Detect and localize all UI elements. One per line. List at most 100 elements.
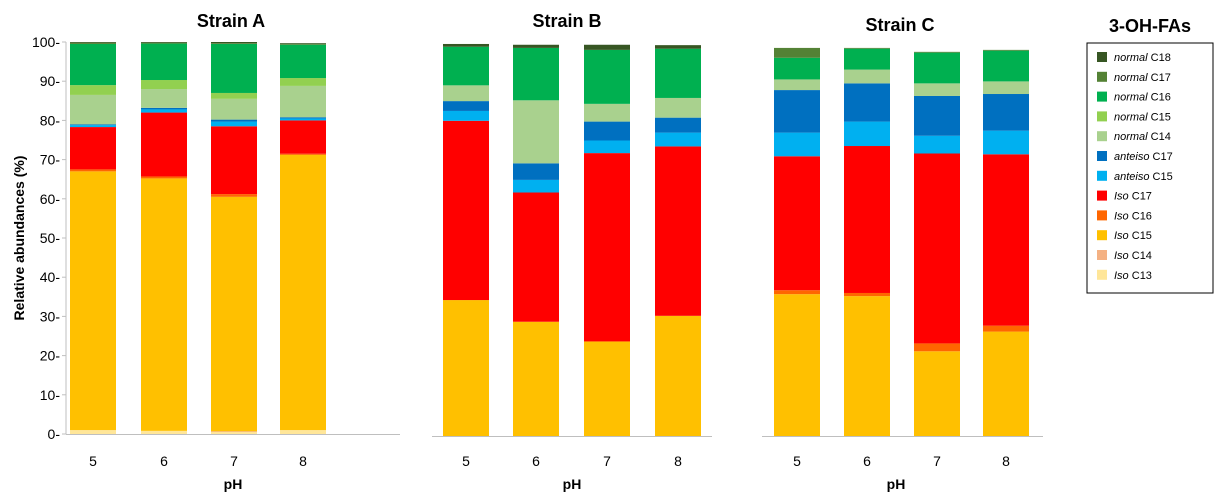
bar-segment bbox=[70, 171, 116, 431]
bar-segment bbox=[655, 132, 701, 147]
bar-segment bbox=[655, 146, 701, 316]
bar-segment bbox=[443, 101, 489, 111]
bar-segment bbox=[211, 126, 257, 195]
x-tick-label: 5 bbox=[793, 453, 801, 469]
legend-entry: Iso C17 bbox=[1114, 191, 1152, 203]
bar-segment bbox=[513, 192, 559, 322]
panel-strain-b: Strain B pH 5 6 7 8 bbox=[432, 11, 712, 492]
bar-segment bbox=[70, 124, 116, 126]
y-axis-label: Relative abundances (%) bbox=[11, 156, 27, 321]
bar-segment bbox=[280, 118, 326, 121]
y-tick-label: 30- bbox=[40, 308, 61, 324]
bar-segment bbox=[983, 81, 1029, 95]
bar-segment bbox=[774, 290, 820, 295]
legend-swatch bbox=[1097, 111, 1107, 122]
bar-segment bbox=[513, 44, 559, 48]
bar-segment bbox=[844, 83, 890, 122]
bar-segment bbox=[443, 85, 489, 102]
bar-segment bbox=[141, 430, 187, 434]
bar-segment bbox=[211, 98, 257, 120]
bar-segment bbox=[983, 50, 1029, 82]
bar-segment bbox=[70, 127, 116, 170]
bar-segment bbox=[70, 85, 116, 95]
bar-segment bbox=[584, 121, 630, 141]
bar-segment bbox=[70, 430, 116, 434]
bar-segment bbox=[141, 42, 187, 43]
bar-segment bbox=[914, 52, 960, 84]
panel-strain-a: Strain A pH 0- 10- 20- 30- 40- 50- 60- 70- 80- 90… bbox=[32, 11, 400, 492]
legend-entry: Iso C16 bbox=[1114, 210, 1152, 222]
legend-box bbox=[1086, 42, 1214, 294]
bar-segment bbox=[983, 94, 1029, 131]
panel-strain-c: Strain C pH 5 6 7 8 bbox=[762, 15, 1043, 492]
bar-segment bbox=[141, 109, 187, 113]
bar-segment bbox=[280, 43, 326, 45]
panel-title: Strain C bbox=[865, 15, 934, 35]
x-tick-label: 6 bbox=[532, 453, 540, 469]
legend: 3-OH-FAs normal C18 normal C17 normal C16 n… bbox=[1086, 16, 1214, 294]
bar-segment bbox=[655, 97, 701, 118]
bar-segment bbox=[280, 117, 326, 119]
bar-segment bbox=[211, 42, 257, 44]
bar-segment bbox=[280, 120, 326, 154]
bar-segment bbox=[280, 44, 326, 79]
legend-swatch bbox=[1097, 131, 1107, 142]
bar-segment bbox=[655, 315, 701, 436]
bar-segment bbox=[280, 85, 326, 118]
bar-segment bbox=[844, 48, 890, 70]
bar-segment bbox=[141, 176, 187, 179]
bar-segment bbox=[141, 178, 187, 431]
bar-segment bbox=[211, 43, 257, 44]
legend-swatch bbox=[1097, 210, 1107, 221]
bar-segment bbox=[443, 46, 489, 86]
legend-entry: anteiso C15 bbox=[1114, 171, 1173, 183]
x-tick-label: 8 bbox=[674, 453, 682, 469]
bar-segment bbox=[211, 432, 257, 434]
legend-swatch bbox=[1097, 52, 1107, 62]
legend-entry: normal C14 bbox=[1114, 131, 1171, 143]
bar-segment bbox=[914, 95, 960, 136]
bar-segment bbox=[844, 146, 890, 293]
bar-segment bbox=[774, 156, 820, 291]
panel-title: Strain B bbox=[532, 11, 601, 31]
bar-segment bbox=[211, 194, 257, 197]
y-tick-label: 90- bbox=[40, 73, 61, 89]
bar-segment bbox=[914, 135, 960, 154]
bar-segment bbox=[983, 49, 1029, 51]
bar-segment bbox=[141, 80, 187, 90]
legend-entry: anteiso C17 bbox=[1114, 151, 1173, 163]
x-tick-label: 6 bbox=[160, 453, 168, 469]
x-tick-label: 7 bbox=[603, 453, 611, 469]
x-tick-label: 6 bbox=[863, 453, 871, 469]
y-tick-label: 80- bbox=[40, 112, 61, 128]
legend-swatch bbox=[1097, 91, 1107, 102]
bar-segment bbox=[914, 351, 960, 436]
bar-segment bbox=[211, 196, 257, 432]
bar-segment bbox=[584, 140, 630, 154]
legend-swatch bbox=[1097, 269, 1107, 280]
legend-swatch bbox=[1097, 230, 1107, 241]
bar-segment bbox=[844, 47, 890, 49]
bar-segment bbox=[513, 100, 559, 164]
bar-segment bbox=[141, 42, 187, 44]
bar-segment bbox=[914, 51, 960, 53]
legend-entry: normal C17 bbox=[1114, 72, 1171, 84]
bar-segment bbox=[513, 179, 559, 193]
legend-title: 3-OH-FAs bbox=[1109, 16, 1191, 36]
y-tick-label: 10- bbox=[40, 387, 61, 403]
bar-segment bbox=[844, 292, 890, 297]
legend-entry: normal C18 bbox=[1114, 52, 1171, 64]
bar-segment bbox=[774, 294, 820, 436]
bar-segment bbox=[443, 300, 489, 436]
y-tick-label: 0- bbox=[48, 426, 61, 442]
legend-swatch bbox=[1097, 71, 1107, 82]
bar-segment bbox=[443, 43, 489, 47]
bar-segment bbox=[774, 57, 820, 80]
bar-segment bbox=[655, 48, 701, 98]
bar-segment bbox=[584, 103, 630, 122]
legend-swatch bbox=[1097, 170, 1107, 181]
x-axis-label: pH bbox=[224, 476, 243, 492]
legend-swatch bbox=[1097, 190, 1107, 201]
bar-segment bbox=[70, 125, 116, 128]
